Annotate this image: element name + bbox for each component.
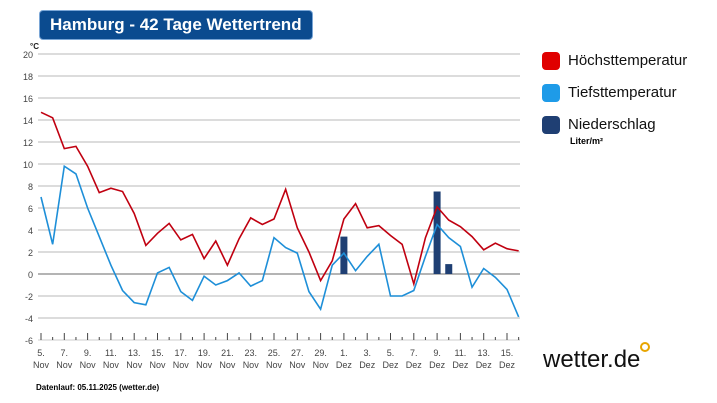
y-tick-label: 0 bbox=[28, 270, 33, 280]
legend-high: Höchsttemperatur bbox=[542, 52, 688, 71]
chart-title: Hamburg - 42 Tage Wettertrend bbox=[39, 10, 313, 40]
y-tick-label: 14 bbox=[23, 116, 33, 126]
y-tick-label: -4 bbox=[25, 314, 33, 324]
precip-bar bbox=[340, 236, 348, 274]
x-tick-label: Nov bbox=[196, 360, 213, 370]
x-tick-label: Dez bbox=[359, 360, 376, 370]
low-temp-line bbox=[40, 164, 520, 318]
x-tick-label: Nov bbox=[149, 360, 166, 370]
x-tick-label: Nov bbox=[313, 360, 330, 370]
x-tick-label: 27. bbox=[291, 348, 304, 358]
y-tick-label: -6 bbox=[25, 336, 33, 346]
y-tick-label: 12 bbox=[23, 138, 33, 148]
footer-note: Datenlauf: 05.11.2025 (wetter.de) bbox=[36, 383, 160, 392]
x-tick-label: Nov bbox=[289, 360, 306, 370]
y-tick-label: 10 bbox=[23, 160, 33, 170]
precip-unit: Liter/m² bbox=[570, 136, 604, 146]
legend-precip: Niederschlag bbox=[542, 116, 656, 135]
x-tick-label: 9. bbox=[84, 348, 92, 358]
legend-label: Niederschlag bbox=[568, 116, 656, 133]
x-tick-label: 3. bbox=[363, 348, 371, 358]
x-tick-label: Nov bbox=[80, 360, 97, 370]
x-tick-label: 11. bbox=[454, 348, 466, 358]
x-tick-label: Nov bbox=[266, 360, 283, 370]
y-axis-unit: °C bbox=[30, 42, 39, 51]
x-tick-label: 7. bbox=[61, 348, 69, 358]
legend-low: Tiefsttemperatur bbox=[542, 84, 677, 103]
x-tick-label: 29. bbox=[314, 348, 327, 358]
x-tick-label: 23. bbox=[244, 348, 257, 358]
x-tick-label: Nov bbox=[126, 360, 143, 370]
x-tick-label: Dez bbox=[382, 360, 399, 370]
x-tick-label: 21. bbox=[221, 348, 234, 358]
x-tick-label: 13. bbox=[128, 348, 141, 358]
x-tick-label: 5. bbox=[387, 348, 395, 358]
legend-swatch-precip bbox=[542, 116, 560, 135]
x-tick-label: 17. bbox=[175, 348, 188, 358]
x-tick-label: 25. bbox=[268, 348, 281, 358]
y-tick-label: 6 bbox=[28, 204, 33, 214]
x-tick-label: Dez bbox=[499, 360, 516, 370]
x-tick-label: Nov bbox=[219, 360, 236, 370]
x-tick-label: 13. bbox=[477, 348, 490, 358]
x-tick-label: Nov bbox=[33, 360, 50, 370]
y-tick-label: -2 bbox=[25, 292, 33, 302]
precip-bar bbox=[433, 191, 441, 274]
x-tick-label: 11. bbox=[105, 348, 117, 358]
high-temp-line bbox=[40, 111, 519, 287]
x-tick-label: Nov bbox=[103, 360, 120, 370]
x-tick-label: Dez bbox=[406, 360, 423, 370]
logo-dot-icon bbox=[640, 342, 651, 352]
legend-swatch-high bbox=[542, 52, 560, 71]
x-tick-label: Nov bbox=[173, 360, 190, 370]
x-tick-label: 1. bbox=[340, 348, 348, 358]
y-tick-label: 18 bbox=[23, 72, 33, 82]
x-tick-label: 15. bbox=[151, 348, 164, 358]
y-tick-label: 8 bbox=[28, 182, 33, 192]
legend-swatch-low bbox=[542, 84, 560, 103]
precip-bar bbox=[445, 264, 453, 274]
x-tick-label: 15. bbox=[501, 348, 514, 358]
x-tick-label: Dez bbox=[476, 360, 493, 370]
x-tick-label: Nov bbox=[56, 360, 73, 370]
logo: wetter.de bbox=[543, 342, 651, 374]
x-tick-label: Dez bbox=[429, 360, 446, 370]
y-tick-label: 4 bbox=[28, 226, 33, 236]
logo-text: wetter.de bbox=[543, 346, 641, 373]
legend-label: Tiefsttemperatur bbox=[568, 84, 677, 101]
x-tick-label: Nov bbox=[243, 360, 260, 370]
y-tick-label: 20 bbox=[23, 50, 33, 60]
x-tick-label: 19. bbox=[198, 348, 211, 358]
y-tick-label: 16 bbox=[23, 94, 33, 104]
x-tick-label: Dez bbox=[452, 360, 469, 370]
x-tick-label: Dez bbox=[336, 360, 353, 370]
y-tick-label: 2 bbox=[28, 248, 33, 258]
legend-label: Höchsttemperatur bbox=[568, 52, 688, 69]
x-tick-label: 5. bbox=[37, 348, 45, 358]
x-tick-label: 7. bbox=[410, 348, 418, 358]
x-tick-label: 9. bbox=[433, 348, 441, 358]
